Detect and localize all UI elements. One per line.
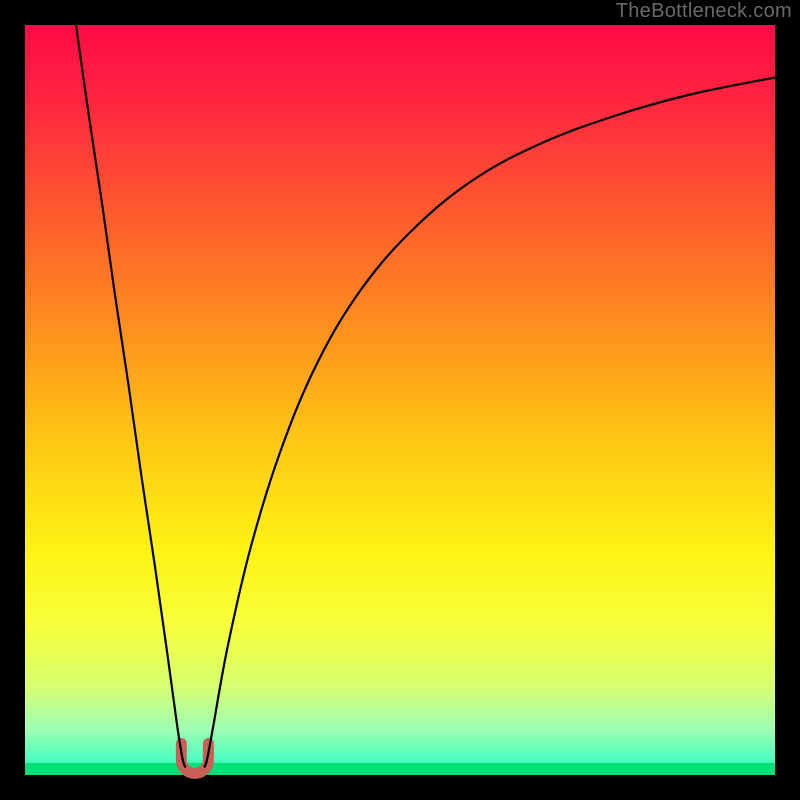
curve-left-branch (76, 25, 186, 768)
chart-stage: TheBottleneck.com (0, 0, 800, 800)
watermark-text: TheBottleneck.com (616, 0, 792, 23)
curve-right-branch (204, 78, 775, 768)
curve-layer (0, 0, 800, 800)
trough-u-marker (181, 744, 208, 774)
